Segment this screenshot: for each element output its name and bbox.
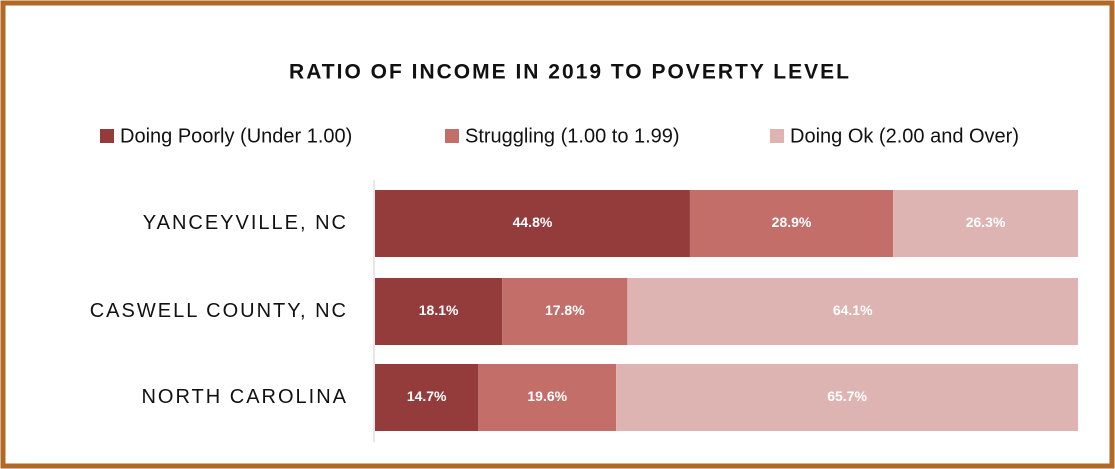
data-label: 64.1% <box>833 302 873 318</box>
bar-segment <box>375 364 479 431</box>
data-label: 26.3% <box>966 214 1006 230</box>
bar-segment <box>689 190 894 257</box>
bar-segment <box>627 278 1078 345</box>
data-label: 14.7% <box>407 388 447 404</box>
data-label: 65.7% <box>827 388 867 404</box>
category-label: NORTH CAROLINA <box>141 386 348 408</box>
bar-segment <box>478 364 617 431</box>
bar-segment <box>375 190 690 257</box>
category-label: YANCEYVILLE, NC <box>143 212 348 234</box>
data-label: 28.9% <box>772 214 812 230</box>
legend-label: Doing Poorly (Under 1.00) <box>120 125 352 147</box>
legend-swatch <box>100 129 114 143</box>
data-label: 19.6% <box>527 388 567 404</box>
bar-segment <box>375 278 503 345</box>
legend-swatch <box>770 129 784 143</box>
data-label: 17.8% <box>545 302 585 318</box>
bar-segment <box>616 364 1078 431</box>
legend-label: Struggling (1.00 to 1.99) <box>465 125 680 147</box>
bar-segment <box>893 190 1078 257</box>
category-label: CASWELL COUNTY, NC <box>90 300 348 322</box>
bar-segment <box>502 278 628 345</box>
legend-label: Doing Ok (2.00 and Over) <box>790 125 1019 147</box>
legend-swatch <box>445 129 459 143</box>
data-label: 18.1% <box>419 302 459 318</box>
chart-title: RATIO OF INCOME IN 2019 TO POVERTY LEVEL <box>289 61 851 84</box>
data-label: 44.8% <box>513 214 553 230</box>
